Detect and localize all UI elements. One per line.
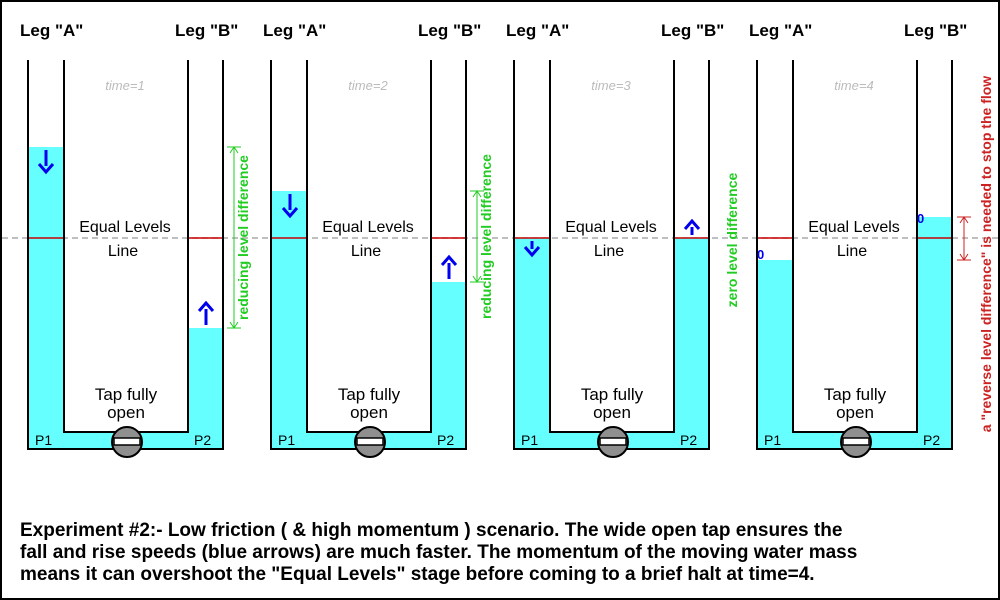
equal-levels-line-label: Line xyxy=(351,243,381,260)
tap-handle-icon xyxy=(599,437,627,446)
equal-levels-line-label: Line xyxy=(837,243,867,260)
bracket-arrow-top xyxy=(472,190,482,198)
pressure-p1-label: P1 xyxy=(35,432,52,448)
pressure-p1-label: P1 xyxy=(278,432,295,448)
flow-arrow-up-icon xyxy=(683,218,701,235)
flow-arrow-up-icon xyxy=(440,254,458,279)
arrow-head xyxy=(523,246,541,258)
leg-a-label: Leg "A" xyxy=(749,21,812,40)
flow-arrow-up-icon xyxy=(197,300,215,325)
caption-line-3: means it can overshoot the "Equal Levels… xyxy=(20,564,815,585)
zero-speed-a: 0 xyxy=(757,247,764,262)
pressure-p2-label: P2 xyxy=(194,432,211,448)
pressure-p1-label: P1 xyxy=(764,432,781,448)
u-tube-panel-1: Leg "A" Leg "B" time=1 Equal Levels Line Tap … xyxy=(20,21,251,458)
tap-open-label: open xyxy=(836,403,874,422)
u-tube-panel-4: Leg "A" Leg "B" time=4 Equal Levels Line Tap … xyxy=(749,21,994,458)
pressure-p2-label: P2 xyxy=(923,432,940,448)
arrow-head xyxy=(281,207,299,219)
tap-label: Tap fully xyxy=(824,385,887,404)
leg-b-label: Leg "B" xyxy=(175,21,238,40)
tap-open-label: open xyxy=(350,403,388,422)
level-difference-bracket xyxy=(227,146,241,329)
bracket-arrow-top xyxy=(229,146,239,154)
time-label: time=3 xyxy=(591,78,631,93)
bracket-arrow-bottom xyxy=(959,253,969,261)
tap-label: Tap fully xyxy=(338,385,401,404)
water-fill xyxy=(28,147,223,449)
equal-levels-label: Equal Levels xyxy=(808,219,900,236)
arrow-head xyxy=(440,254,458,266)
tap-handle-icon xyxy=(113,437,141,446)
tap-open-label: open xyxy=(107,403,145,422)
equal-levels-label: Equal Levels xyxy=(322,219,414,236)
time-label: time=4 xyxy=(834,78,873,93)
caption-line-1: Experiment #2:- Low friction ( & high mo… xyxy=(20,520,843,541)
tap-label: Tap fully xyxy=(95,385,158,404)
level-difference-label: reducing level difference xyxy=(235,155,251,320)
level-difference-bracket xyxy=(470,190,484,283)
leg-b-label: Leg "B" xyxy=(418,21,481,40)
tap-label: Tap fully xyxy=(581,385,644,404)
zero-speed-b: 0 xyxy=(917,211,924,226)
tap-handle-icon xyxy=(356,437,384,446)
level-difference-label: reducing level difference xyxy=(478,154,494,319)
flow-arrow-down-icon xyxy=(523,241,541,258)
reverse-level-difference-label: a "reverse level difference" is needed t… xyxy=(978,76,994,433)
bracket-arrow-top xyxy=(959,216,969,224)
level-difference-label: zero level difference xyxy=(724,172,740,307)
reverse-difference-bracket xyxy=(957,216,971,261)
flow-arrow-down-icon xyxy=(281,194,299,219)
water-fill xyxy=(514,238,709,449)
pressure-p2-label: P2 xyxy=(680,432,697,448)
u-tube-panel-3: Leg "A" Leg "B" time=3 Equal Levels Line Tap … xyxy=(506,21,740,458)
leg-a-label: Leg "A" xyxy=(506,21,569,40)
u-tube-panel-2: Leg "A" Leg "B" time=2 Equal Levels Line Tap … xyxy=(263,21,494,458)
time-label: time=1 xyxy=(105,78,144,93)
leg-b-label: Leg "B" xyxy=(661,21,724,40)
arrow-head xyxy=(683,218,701,230)
bracket-arrow-bottom xyxy=(229,321,239,329)
equal-levels-label: Equal Levels xyxy=(79,219,171,236)
time-label: time=2 xyxy=(348,78,388,93)
equal-levels-line-label: Line xyxy=(108,243,138,260)
leg-a-label: Leg "A" xyxy=(263,21,326,40)
leg-b-label: Leg "B" xyxy=(904,21,967,40)
pressure-p1-label: P1 xyxy=(521,432,538,448)
leg-a-label: Leg "A" xyxy=(20,21,83,40)
equal-levels-label: Equal Levels xyxy=(565,219,657,236)
equal-levels-line-label: Line xyxy=(594,243,624,260)
arrow-head xyxy=(37,163,55,175)
caption-line-2: fall and rise speeds (blue arrows) are m… xyxy=(20,542,858,563)
bracket-arrow-bottom xyxy=(472,275,482,283)
pressure-p2-label: P2 xyxy=(437,432,454,448)
tap-handle-icon xyxy=(842,437,870,446)
caption: Experiment #2:- Low friction ( & high mo… xyxy=(20,520,980,586)
arrow-head xyxy=(197,300,215,312)
water-fill xyxy=(757,217,952,449)
flow-arrow-down-icon xyxy=(37,150,55,175)
tap-open-label: open xyxy=(593,403,631,422)
